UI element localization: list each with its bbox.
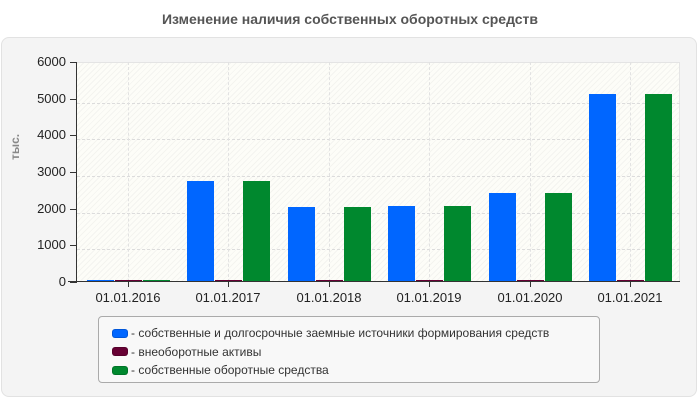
gridline-horizontal <box>77 212 680 214</box>
gridline-horizontal <box>77 102 680 104</box>
gridline-vertical <box>630 62 631 282</box>
bar[interactable] <box>288 207 315 282</box>
x-tick <box>429 282 430 287</box>
y-tick-label: 0 <box>58 274 66 289</box>
y-tick-label: 3000 <box>37 164 66 179</box>
y-tick <box>70 245 77 246</box>
bar[interactable] <box>243 181 270 282</box>
x-axis-line <box>68 281 680 282</box>
x-tick-label: 01.01.2020 <box>497 290 563 305</box>
gridline-horizontal <box>77 139 680 141</box>
x-tick <box>630 282 631 287</box>
y-tick <box>70 62 77 63</box>
y-axis-line <box>76 62 77 283</box>
legend-swatch-green-icon <box>112 365 128 375</box>
x-tick-label: 01.01.2019 <box>396 290 462 305</box>
gridline-vertical <box>228 62 229 282</box>
y-tick-label: 5000 <box>37 91 66 106</box>
bar[interactable] <box>344 207 371 282</box>
y-tick <box>70 135 77 136</box>
gridline-horizontal <box>77 249 680 251</box>
bar[interactable] <box>545 193 572 282</box>
legend-item-sources[interactable]: - собственные и долгосрочные заемные ист… <box>112 324 599 343</box>
x-tick <box>128 282 129 287</box>
legend-item-noncurrent-assets[interactable]: - внеоборотные активы <box>112 343 599 362</box>
gridline-vertical <box>530 62 531 282</box>
x-tick-label: 01.01.2016 <box>95 290 161 305</box>
bar[interactable] <box>645 94 672 282</box>
y-tick <box>70 172 77 173</box>
legend-label: - собственные оборотные средства <box>131 363 329 378</box>
gridline-vertical <box>429 62 430 282</box>
y-tick-label: 6000 <box>37 54 66 69</box>
y-tick-label: 2000 <box>37 201 66 216</box>
chart-title: Изменение наличия собственных оборотных … <box>161 11 539 27</box>
gridline-vertical <box>329 62 330 282</box>
legend-label: - внеоборотные активы <box>131 344 262 359</box>
bar[interactable] <box>489 193 516 282</box>
x-tick-label: 01.01.2021 <box>597 290 663 305</box>
gridline-horizontal <box>77 176 680 177</box>
y-tick <box>70 282 77 283</box>
legend-label: - собственные и долгосрочные заемные ист… <box>131 326 550 341</box>
x-tick <box>530 282 531 287</box>
x-tick <box>228 282 229 287</box>
bar[interactable] <box>187 181 214 282</box>
legend-item-working-capital[interactable]: - собственные оборотные средства <box>112 361 599 380</box>
legend-swatch-blue-icon <box>112 328 128 338</box>
legend: - собственные и долгосрочные заемные ист… <box>98 316 600 383</box>
x-tick-label: 01.01.2018 <box>296 290 362 305</box>
gridline-vertical <box>128 62 129 282</box>
bar[interactable] <box>444 206 471 282</box>
legend-swatch-maroon-icon <box>112 347 128 357</box>
y-tick-label: 1000 <box>37 237 66 252</box>
y-tick <box>70 209 77 210</box>
y-tick <box>70 99 77 100</box>
x-tick <box>329 282 330 287</box>
bar[interactable] <box>388 206 415 282</box>
bar[interactable] <box>589 94 616 282</box>
x-tick-label: 01.01.2017 <box>195 290 261 305</box>
plot-area <box>77 62 680 282</box>
y-tick-label: 4000 <box>37 127 66 142</box>
